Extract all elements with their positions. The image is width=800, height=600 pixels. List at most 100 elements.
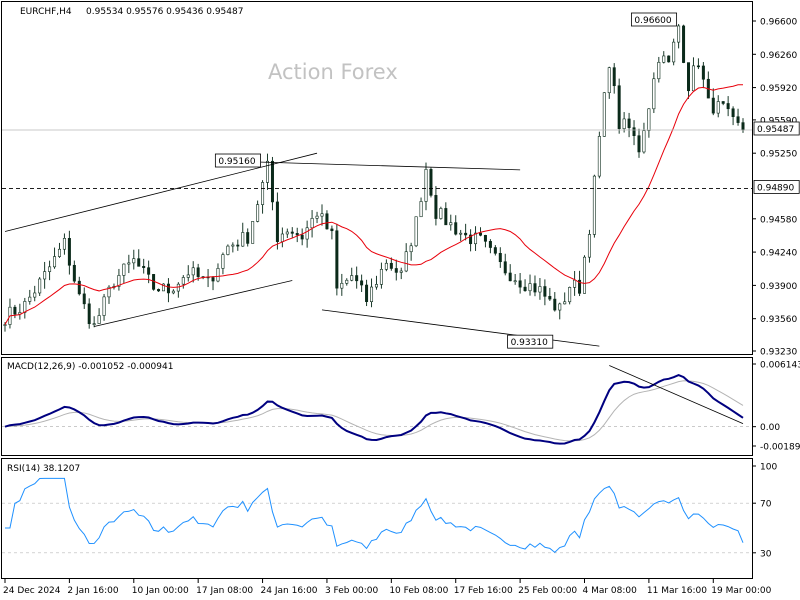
candle-body [370,286,374,302]
candle-body [493,247,497,254]
candle-body [602,92,606,137]
candle-body [137,258,141,267]
candle-body [483,235,487,242]
candle-body [518,280,522,288]
candle-body [330,228,334,232]
candle-body [597,136,601,177]
candle-body [498,252,502,263]
rsi-line [5,477,744,554]
candle-body [345,279,349,284]
ohlc-label: 0.95534 0.95576 0.95436 0.95487 [86,7,243,17]
candle-body [583,256,587,294]
candle-body [721,101,725,104]
candle-body [533,283,537,293]
candle-body [33,292,37,298]
candle-body [622,118,626,130]
candle-body [266,160,270,183]
candle-body [256,204,260,222]
candle-body [424,169,428,202]
symbol-label: EURCHF,H4 [20,7,72,17]
time-tick-label: 17 Feb 16:00 [454,586,513,596]
candle-body [77,280,81,295]
swing-annotation: 0.93310 [511,338,548,348]
candle-body [246,232,250,244]
macd-signal-line [4,380,744,442]
candle-body [295,233,299,236]
candle-body [92,323,96,325]
candle-body [379,269,383,285]
candle-body [147,267,151,275]
time-tick-label: 19 Mar 00:00 [711,586,771,596]
candle-body [310,218,314,229]
candle-body [647,108,651,131]
candle-body [414,216,418,247]
price-tick-label: 0.96260 [760,51,797,61]
candle-body [384,262,388,270]
candle-body [231,244,235,247]
candle-body [607,67,611,94]
macd-plot [2,365,752,445]
candle-body [48,266,52,272]
swing-annotation-box [631,12,678,27]
price-panel-frame [1,1,753,355]
candle-body [275,201,279,242]
candle-body [211,277,215,282]
candle-body [553,298,557,311]
candle-body [672,41,676,63]
candle-body [191,267,195,276]
level-price-tag: 0.94890 [757,183,794,193]
candle-body [261,182,265,205]
candle-body [355,275,359,282]
time-tick-label: 10 Jan 00:00 [132,586,189,596]
candle-body [439,208,443,219]
candle-body [488,241,492,248]
candle-body [578,279,582,294]
price-tick-label: 0.95250 [760,150,797,160]
price-axis: 0.96600 0.96260 0.95920 0.95590 0.95250 0.945… [752,18,797,358]
candle-body [736,116,740,123]
current-price-tag: 0.95487 [757,125,794,135]
price-tick-label: 0.94240 [760,249,797,259]
candle-body [196,267,200,277]
candle-body [474,232,478,245]
candle-body [592,175,596,235]
macd-main-line [4,373,744,445]
candle-body [270,160,274,203]
candle-body [226,245,230,255]
candle-body [548,296,552,300]
candle-body [3,324,7,326]
candle-body [97,315,101,324]
candle-body [389,262,393,269]
candle-body [280,233,284,242]
swing-annotation: 0.95160 [218,157,255,167]
price-tick-label: 0.95920 [760,84,797,94]
candle-body [236,244,240,247]
channel-lower-line [94,280,293,327]
level-price-tag-box [753,180,800,194]
candle-body [142,266,146,268]
candle-body [82,293,86,305]
candle-body [478,232,482,236]
candle-body [107,286,111,298]
candle-body [102,296,106,316]
current-price-tag-box [753,121,800,136]
candle-body [459,232,463,235]
candle-body [612,67,616,87]
time-tick-label: 17 Jan 08:00 [196,586,253,596]
candle-body [161,283,165,292]
macd-tick-label: 0.00 [760,423,780,433]
candle-body [667,55,671,63]
candle-body [558,303,562,311]
candle-body [181,277,185,285]
price-tick-label: 0.93900 [760,282,797,292]
candle-body [696,65,700,68]
candle-body [157,289,161,292]
swing-annotation-box [214,153,261,168]
candle-body [43,271,47,280]
candle-body [419,201,423,218]
candle-body [632,127,636,136]
macd-trendline [609,365,744,424]
candle-body [251,221,255,244]
candle-body [186,274,190,278]
